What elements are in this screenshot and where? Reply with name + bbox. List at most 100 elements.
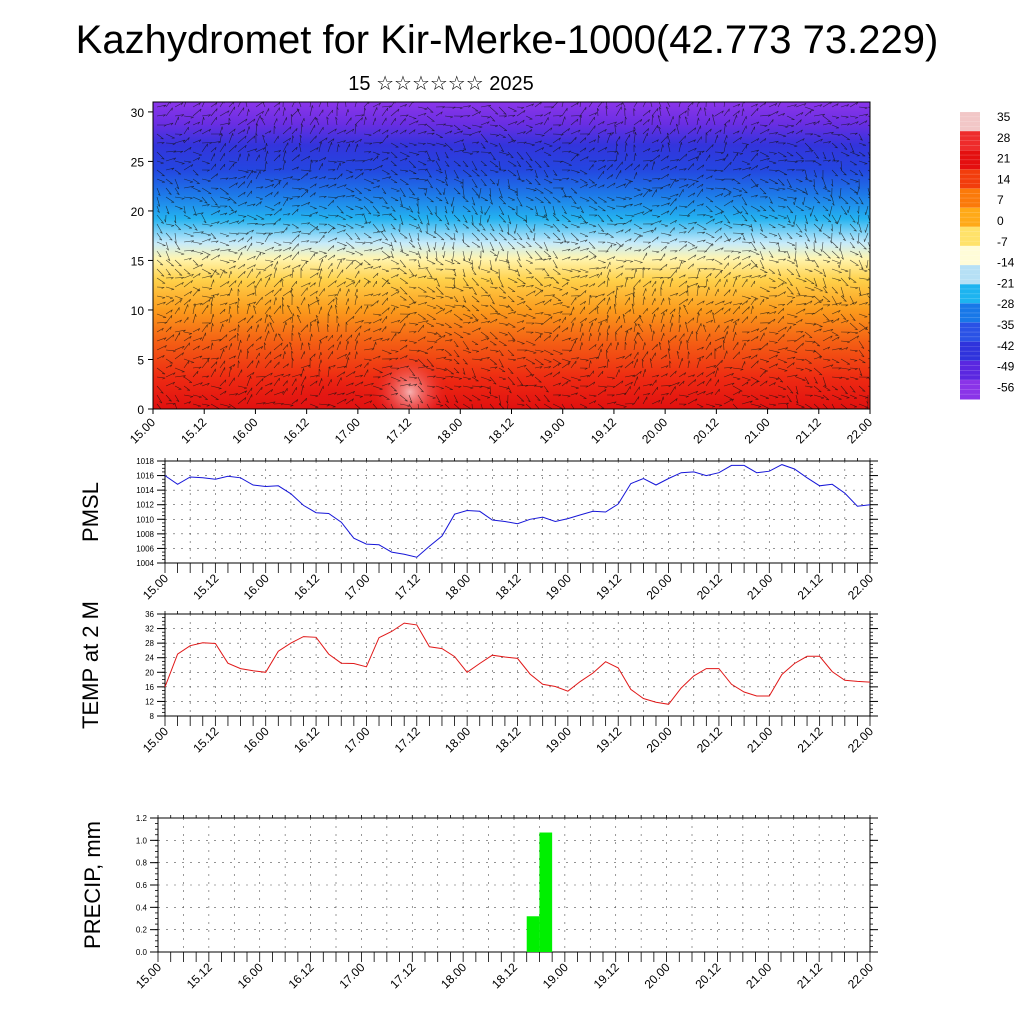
y-tick-label: 0.0 xyxy=(136,948,148,957)
temp-panel: 8 12 16 20 24 28 32 36 15.00 15.12 16.00 16.12 17.00… xyxy=(78,601,878,755)
chart-subtitle: 15 ☆☆☆☆☆☆ 2025 xyxy=(348,73,534,95)
colorbar-cell xyxy=(960,112,980,132)
y-tick-label: 28 xyxy=(145,639,154,648)
x-tick-label: 20.00 xyxy=(644,724,675,755)
y-tick-label: 1006 xyxy=(136,544,154,553)
x-tick-label: 18.00 xyxy=(438,960,469,991)
colorbar-label: 28 xyxy=(997,131,1011,145)
x-tick-label: 21.12 xyxy=(795,724,826,755)
colorbar-cell xyxy=(960,284,980,304)
x-tick-label: 18.00 xyxy=(434,415,465,446)
x-tick-label: 18.12 xyxy=(489,960,520,991)
x-tick-label: 17.00 xyxy=(341,724,372,755)
wind-vector-paths xyxy=(156,102,870,409)
x-tick-label: 15.00 xyxy=(140,571,171,602)
precip-bar xyxy=(526,916,540,952)
colorbar-cell xyxy=(960,322,980,343)
x-tick-label: 22.00 xyxy=(844,415,875,446)
pmsl-panel: 1004 1006 1008 1010 1012 1014 1016 1018 15.00 15.… xyxy=(78,457,878,602)
x-tick-label: 21.12 xyxy=(794,960,825,991)
x-tick-label: 18.00 xyxy=(442,724,473,755)
y-tick-label: 1010 xyxy=(136,515,154,524)
x-tick-label: 17.00 xyxy=(336,960,367,991)
x-tick-label: 20.12 xyxy=(690,415,721,446)
x-tick-label: 16.00 xyxy=(235,960,266,991)
colorbar: 35 28 21 14 7 0 -7 -14 -21 -28 -35 -42 -49 -56 xyxy=(960,110,1015,400)
chart-title: Kazhydromet for Kir-Merke-1000(42.773 73… xyxy=(75,18,939,62)
x-tick-label: 17.12 xyxy=(392,724,423,755)
x-tick-label: 16.00 xyxy=(241,571,272,602)
y-axis-label: TEMP at 2 M xyxy=(78,601,103,729)
colorbar-label: 0 xyxy=(997,214,1004,228)
y-tick-label: 1008 xyxy=(136,530,154,539)
colorbar-cell xyxy=(960,150,980,170)
y-tick-label: 1016 xyxy=(136,472,154,481)
panel-frame xyxy=(164,613,871,717)
x-tick-label: 19.00 xyxy=(543,571,574,602)
y-tick-label: 16 xyxy=(145,683,154,692)
x-tick-label: 15.12 xyxy=(190,571,221,602)
x-tick-label: 20.00 xyxy=(644,571,675,602)
x-tick-label: 19.00 xyxy=(543,724,574,755)
wind-vectors xyxy=(156,102,870,409)
x-tick-label: 17.00 xyxy=(341,571,372,602)
x-tick-label: 19.00 xyxy=(540,960,571,991)
x-tick-label: 17.12 xyxy=(392,571,423,602)
x-tick-label: 17.12 xyxy=(387,960,418,991)
x-tick-label: 16.12 xyxy=(291,724,322,755)
temp-series-line xyxy=(164,622,871,705)
x-tick-label: 22.00 xyxy=(845,571,876,602)
colorbar-label: -49 xyxy=(997,360,1015,374)
colorbar-label: 21 xyxy=(997,152,1011,166)
x-tick-label: 20.12 xyxy=(694,724,725,755)
x-tick-label: 16.12 xyxy=(281,415,312,446)
colorbar-label: 7 xyxy=(997,193,1004,207)
precip-panel: 0.0 0.2 0.4 0.6 0.8 1.0 1.2 15.00 15.12 16.00 16.1… xyxy=(80,814,878,991)
temperature-heatmap-panel: 0 5 10 15 20 25 30 15.00 15.12 16.00 16.12 17.00 17.… xyxy=(127,101,875,446)
colorbar-cell xyxy=(960,379,980,400)
colorbar-cell xyxy=(960,207,980,228)
heatmap-hotspot xyxy=(370,352,450,409)
colorbar-label: 14 xyxy=(997,172,1011,186)
x-tick-label: 18.12 xyxy=(492,724,523,755)
y-tick-label: 1.2 xyxy=(136,814,148,823)
colorbar-cell xyxy=(960,265,980,285)
x-tick-label: 18.00 xyxy=(442,571,473,602)
x-tick-label: 15.12 xyxy=(190,724,221,755)
colorbar-label: -21 xyxy=(997,276,1015,290)
x-tick-label: 21.12 xyxy=(793,415,824,446)
y-tick-label: 1014 xyxy=(136,486,154,495)
y-tick-label: 32 xyxy=(145,625,154,634)
y-tick-label: 1012 xyxy=(136,501,154,510)
x-tick-label: 19.12 xyxy=(593,724,624,755)
heatmap-field xyxy=(153,102,870,409)
x-tick-label: 15.12 xyxy=(184,960,215,991)
colorbar-cell xyxy=(960,188,980,209)
colorbar-label: -35 xyxy=(997,318,1015,332)
y-tick-label: 36 xyxy=(145,610,154,619)
x-tick-label: 19.00 xyxy=(537,415,568,446)
colorbar-label: -42 xyxy=(997,339,1015,353)
x-tick-label: 15.12 xyxy=(178,415,209,446)
y-tick-label: 1.0 xyxy=(136,836,148,845)
panel-frame xyxy=(164,460,871,564)
x-tick-label: 20.12 xyxy=(692,960,723,991)
y-tick-label: 0.4 xyxy=(136,903,148,912)
colorbar-label: -56 xyxy=(997,380,1015,394)
x-tick-label: 15.00 xyxy=(127,415,158,446)
y-tick-label: 8 xyxy=(150,712,155,721)
y-tick-label: 30 xyxy=(131,106,145,120)
heatmap-fill xyxy=(153,102,870,409)
x-tick-label: 20.12 xyxy=(694,571,725,602)
colorbar-cell xyxy=(960,245,980,266)
y-tick-label: 0 xyxy=(137,403,144,417)
colorbar-cell xyxy=(960,226,980,247)
x-tick-label: 17.12 xyxy=(383,415,414,446)
x-tick-label: 19.12 xyxy=(593,571,624,602)
x-tick-label: 20.00 xyxy=(642,960,673,991)
y-tick-label: 24 xyxy=(145,654,154,663)
x-tick-label: 16.12 xyxy=(291,571,322,602)
y-tick-label: 12 xyxy=(145,697,154,706)
x-tick-label: 21.12 xyxy=(795,571,826,602)
